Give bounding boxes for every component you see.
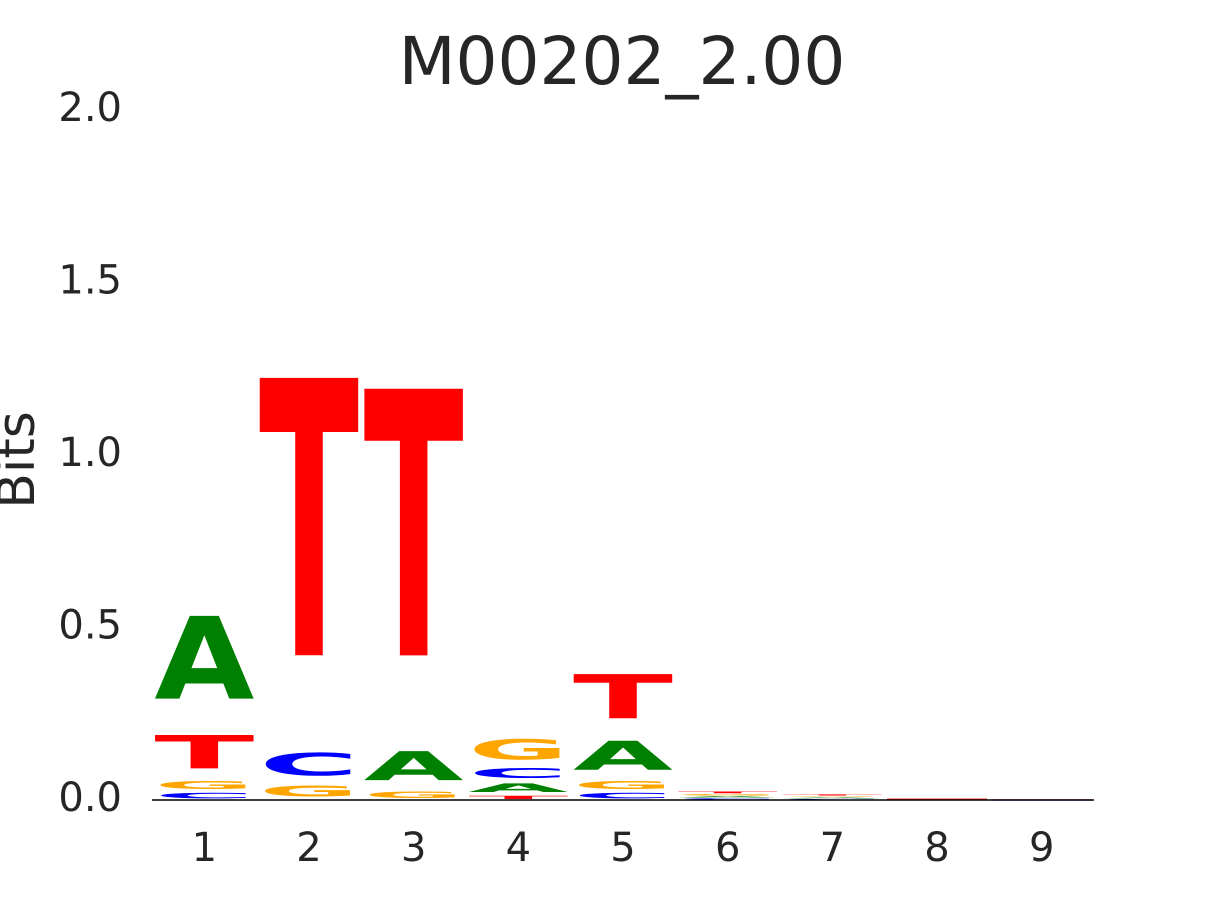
logo-letter: T bbox=[468, 795, 568, 800]
x-tick-label: 5 bbox=[610, 825, 635, 871]
logo-letter: G bbox=[154, 779, 254, 791]
x-tick-label: 1 bbox=[192, 825, 217, 871]
logo-letter-glyph: A bbox=[782, 797, 882, 798]
logo-letter: C bbox=[154, 791, 254, 800]
x-tick-label: 8 bbox=[924, 825, 949, 871]
x-tick-label: 4 bbox=[506, 825, 531, 871]
logo-letter: T bbox=[364, 315, 465, 742]
logo-letter-sliver bbox=[887, 798, 987, 800]
logo-letter: A bbox=[782, 797, 882, 798]
logo-letter-glyph: A bbox=[154, 593, 254, 726]
logo-letter: G bbox=[573, 779, 673, 791]
logo-letter: A bbox=[154, 593, 254, 726]
x-tick-label: 7 bbox=[820, 825, 845, 871]
logo-letter-glyph: G bbox=[154, 779, 254, 791]
logo-letter: T bbox=[154, 726, 254, 779]
logo-letter-glyph: C bbox=[154, 791, 254, 800]
logo-letter-glyph: T bbox=[782, 794, 882, 796]
logo-letter-glyph: G bbox=[468, 733, 568, 766]
logo-letter-glyph: A bbox=[364, 743, 464, 790]
logo-letter-glyph: C bbox=[259, 747, 359, 783]
chart-title: M00202_2.00 bbox=[399, 23, 846, 100]
logo-letter: A bbox=[573, 733, 673, 780]
logo-letter-glyph: G bbox=[573, 779, 673, 791]
logo-letter: C bbox=[573, 791, 673, 800]
logo-letter: G bbox=[782, 796, 882, 797]
logo-letter-glyph: T bbox=[259, 302, 360, 745]
logo-letter-glyph: T bbox=[364, 315, 465, 742]
y-tick-label: 2.0 bbox=[58, 85, 122, 131]
logo-letter: A bbox=[678, 796, 778, 798]
logo-letter: G bbox=[259, 783, 359, 800]
y-axis-ticks: 0.0 0.5 1.0 1.5 2.0 bbox=[58, 85, 122, 821]
logo-letter: T bbox=[782, 794, 882, 796]
logo-stacks: CGTAGCTGATTACGCGATCAGTCAGT bbox=[154, 302, 1092, 801]
logo-letter-glyph: A bbox=[573, 733, 673, 780]
logo-letter-glyph: T bbox=[678, 791, 778, 794]
logo-letter-glyph: A bbox=[468, 781, 568, 795]
logo-letter-glyph: G bbox=[678, 794, 778, 796]
y-tick-label: 1.5 bbox=[58, 258, 122, 304]
logo-letter-glyph: T bbox=[154, 726, 254, 779]
logo-letter-glyph: G bbox=[259, 783, 359, 800]
logo-letter: G bbox=[364, 790, 464, 800]
logo-letter: G bbox=[468, 733, 568, 766]
logo-letter-glyph: G bbox=[782, 796, 882, 797]
logo-letter: C bbox=[468, 766, 568, 781]
x-tick-label: 6 bbox=[715, 825, 740, 871]
y-tick-label: 0.5 bbox=[58, 603, 122, 649]
logo-letter-glyph: C bbox=[573, 791, 673, 800]
x-tick-label: 2 bbox=[296, 825, 321, 871]
logo-letter: T bbox=[259, 302, 360, 745]
logo-letter: G bbox=[678, 794, 778, 796]
logo-letter-glyph: T bbox=[468, 795, 568, 800]
y-axis-label: Bits bbox=[0, 411, 47, 509]
logo-letter: A bbox=[468, 781, 568, 795]
logo-letter: C bbox=[259, 747, 359, 783]
logo-letter-glyph: A bbox=[678, 796, 778, 798]
logo-letter-glyph: C bbox=[678, 798, 778, 800]
y-tick-label: 0.0 bbox=[58, 775, 122, 821]
logo-letter-glyph: C bbox=[468, 766, 568, 781]
logo-letter-glyph: G bbox=[364, 790, 464, 800]
logo-letter-glyph: T bbox=[573, 663, 673, 733]
logo-letter: C bbox=[678, 798, 778, 800]
logo-letter: T bbox=[678, 791, 778, 794]
logo-letter: A bbox=[364, 743, 464, 790]
logo-letter bbox=[887, 798, 987, 800]
x-tick-label: 9 bbox=[1029, 825, 1054, 871]
x-tick-label: 3 bbox=[401, 825, 426, 871]
y-tick-label: 1.0 bbox=[58, 430, 122, 476]
logo-letter: T bbox=[573, 663, 673, 733]
x-axis-ticks: 1 2 3 4 5 6 7 8 9 bbox=[192, 825, 1055, 871]
